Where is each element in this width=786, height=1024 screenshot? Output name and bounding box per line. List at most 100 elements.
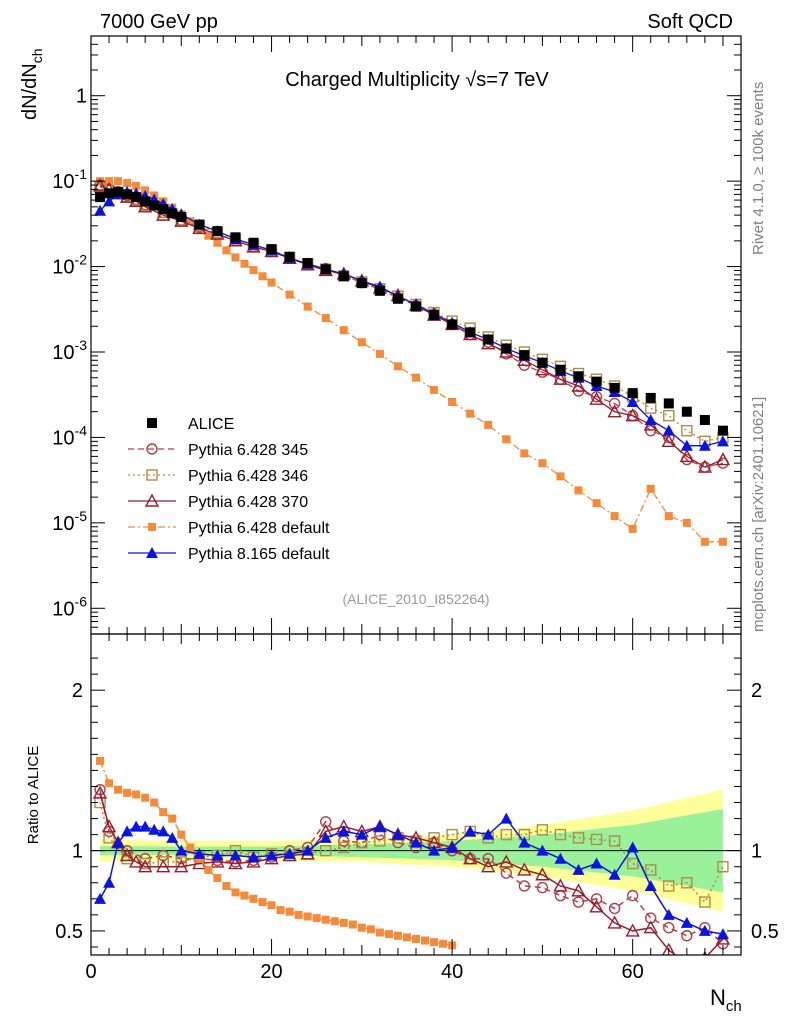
ratio-point-pythia-6-428-default	[213, 873, 222, 882]
legend-marker-pythia-6-428-370	[144, 493, 160, 507]
data-point-pythia-6-428-default	[258, 272, 267, 281]
ratio-point-pythia-6-428-346	[320, 844, 332, 857]
ratio-point-pythia-6-428-370	[535, 867, 550, 881]
ratio-point-pythia-6-428-345	[608, 902, 621, 915]
ratio-point-pythia-6-428-default	[285, 907, 294, 916]
ratio-point-pythia-8-165-default	[410, 836, 422, 848]
ratio-point-pythia-6-428-default	[141, 793, 150, 802]
main-series-layer	[92, 177, 731, 546]
ratio-point-pythia-6-428-370	[101, 819, 117, 833]
main-title: Charged Multiplicity √s=7 TeV	[285, 69, 549, 91]
ratio-point-pythia-6-428-346	[338, 841, 350, 854]
ratio-point-pythia-6-428-345	[518, 880, 531, 892]
data-point-pythia-6-428-default	[574, 486, 583, 495]
data-point-pythia-6-428-default	[375, 349, 384, 358]
ratio-point-pythia-6-428-346	[446, 828, 458, 841]
data-point-pythia-6-428-default	[610, 512, 619, 521]
data-point-pythia-6-428-default	[556, 472, 565, 481]
ratio-point-pythia-6-428-346	[663, 880, 675, 892]
ratio-point-pythia-8-165-default	[121, 825, 134, 837]
ratio-point-pythia-6-428-346	[590, 833, 603, 846]
ratio-point-pythia-8-165-default	[247, 851, 260, 863]
data-point-alice	[717, 425, 728, 436]
data-point-alice	[158, 204, 169, 215]
ratio-point-pythia-6-428-default	[186, 843, 195, 852]
data-point-alice	[176, 212, 187, 223]
legend-label-pythia-6-428-370: Pythia 6.428 370	[188, 494, 308, 511]
data-point-pythia-6-428-default	[520, 449, 529, 458]
data-point-pythia-6-428-370	[715, 452, 731, 466]
ratio-point-pythia-8-165-default	[680, 916, 693, 928]
data-point-alice	[113, 186, 124, 197]
data-point-alice	[609, 382, 620, 393]
ratio-point-pythia-6-428-default	[393, 931, 402, 940]
ratio-point-pythia-8-165-default	[446, 841, 459, 853]
ratio-point-pythia-6-428-346	[626, 857, 639, 870]
data-point-alice	[194, 219, 205, 230]
x-tick-label: 60	[622, 961, 644, 983]
ratio-point-pythia-6-428-370	[589, 899, 604, 913]
main-ticks: 110-110-210-310-410-510-6	[52, 35, 741, 635]
data-point-pythia-6-428-default	[303, 302, 312, 311]
ratio-point-pythia-6-428-346	[374, 835, 386, 847]
ratio-point-pythia-6-428-default	[421, 936, 430, 945]
data-point-pythia-8-165-default	[626, 395, 639, 407]
data-point-pythia-6-428-default	[267, 278, 276, 287]
ratio-point-pythia-6-428-346	[608, 835, 621, 847]
data-point-pythia-6-428-default	[357, 338, 366, 347]
ratio-point-pythia-6-428-370	[481, 859, 496, 873]
data-point-pythia-6-428-346	[663, 409, 675, 422]
data-point-pythia-6-428-default	[213, 238, 222, 247]
data-point-alice	[248, 237, 259, 248]
ratio-point-pythia-6-428-346	[103, 832, 115, 844]
ratio-point-pythia-6-428-default	[204, 865, 213, 874]
ratio-point-pythia-8-165-default	[211, 849, 224, 861]
data-point-alice	[266, 244, 277, 255]
data-point-alice	[465, 327, 476, 338]
ratio-point-pythia-6-428-370	[228, 856, 243, 870]
data-point-alice	[338, 271, 349, 282]
ratio-point-pythia-6-428-346	[554, 828, 567, 841]
ratio-point-pythia-6-428-345	[681, 930, 693, 942]
ratio-point-pythia-8-165-default	[301, 844, 314, 856]
data-point-alice	[483, 334, 494, 345]
data-point-alice	[230, 232, 241, 243]
legend-marker-pythia-8-165-default	[146, 547, 158, 558]
data-point-alice	[167, 208, 178, 219]
data-point-alice	[374, 285, 385, 296]
data-point-alice	[392, 293, 403, 304]
data-point-alice	[573, 371, 584, 382]
ratio-point-pythia-6-428-default	[222, 881, 231, 890]
ratio-series-pythia-6-428-default	[96, 756, 457, 950]
ratio-point-pythia-6-428-default	[366, 925, 375, 934]
data-point-pythia-6-428-346	[645, 402, 657, 414]
ratio-point-pythia-6-428-370	[128, 854, 144, 868]
data-point-alice	[519, 350, 530, 361]
data-point-pythia-6-428-370	[607, 404, 622, 418]
analysis-id: (ALICE_2010_I852264)	[342, 591, 489, 607]
ratio-series-layer	[92, 756, 731, 955]
ratio-point-pythia-6-428-370	[137, 859, 153, 873]
legend-label-pythia-6-428-default: Pythia 6.428 default	[188, 520, 330, 537]
ratio-point-pythia-6-428-default	[96, 756, 105, 765]
ratio-point-pythia-6-428-370	[174, 859, 189, 873]
ratio-point-pythia-6-428-default	[430, 938, 439, 947]
ratio-point-pythia-6-428-default	[375, 928, 384, 937]
data-point-alice	[429, 310, 440, 321]
data-point-alice	[699, 414, 710, 425]
ratio-point-pythia-8-165-default	[229, 849, 242, 861]
x-tick-label: 20	[260, 961, 282, 983]
data-point-pythia-6-428-default	[222, 246, 231, 255]
ratio-point-pythia-6-428-370	[210, 854, 225, 868]
ratio-point-pythia-6-428-default	[249, 894, 258, 903]
ratio-point-pythia-8-165-default	[103, 876, 116, 888]
data-point-alice	[302, 258, 313, 269]
ratio-point-pythia-6-428-default	[348, 920, 357, 929]
ratio-point-pythia-6-428-default	[159, 808, 168, 817]
ratio-point-pythia-6-428-default	[402, 933, 411, 942]
ratio-point-pythia-8-165-default	[130, 820, 143, 832]
ratio-point-pythia-6-428-370	[571, 883, 586, 897]
ratio-point-pythia-8-165-default	[337, 825, 350, 837]
ratio-point-pythia-6-428-default	[303, 912, 312, 921]
data-point-pythia-6-428-default	[240, 259, 249, 268]
